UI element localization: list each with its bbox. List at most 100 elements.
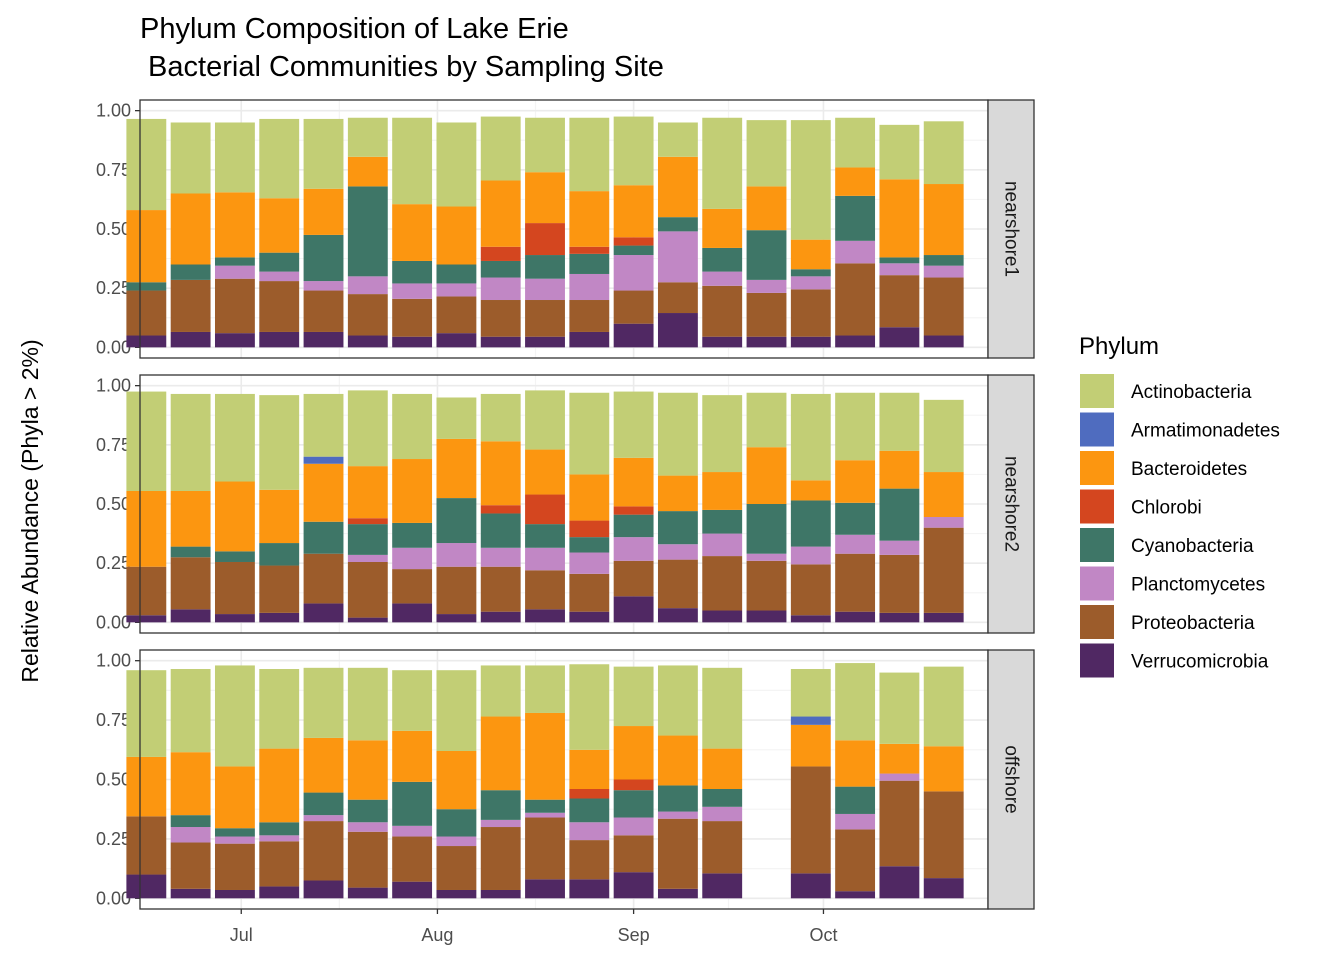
bar-segment-planctomycetes [347,276,388,295]
bar-segment-bacteroidetes [657,475,698,512]
stacked-bar [126,118,167,348]
stacked-bar [613,666,654,899]
bar-segment-chlorobi [613,506,654,515]
stacked-bar [746,120,787,348]
bar-segment-proteobacteria [259,841,300,887]
bar-segment-actinobacteria [879,124,920,180]
bar-segment-actinobacteria [879,672,920,744]
bar-segment-bacteroidetes [392,204,433,261]
bar-segment-planctomycetes [657,544,698,560]
bar-segment-verrucomicrobia [480,611,521,623]
bar-segment-bacteroidetes [126,756,167,817]
bar-segment-planctomycetes [613,255,654,291]
bar-segment-cyanobacteria [879,488,920,541]
bar-segment-cyanobacteria [657,217,698,232]
bar-segment-bacteroidetes [480,716,521,791]
bar-segment-chlorobi [613,237,654,246]
bar-segment-chlorobi [347,518,388,525]
stacked-bar [569,664,610,899]
y-tick-label: 1.00 [96,101,131,121]
bar-segment-bacteroidetes [303,188,344,235]
bar-segment-actinobacteria [746,392,787,448]
stacked-bar [835,117,876,348]
bar-segment-bacteroidetes [126,210,167,283]
bar-segment-planctomycetes [657,231,698,283]
bar-segment-actinobacteria [835,392,876,461]
stacked-bar [392,117,433,348]
bar-segment-proteobacteria [436,846,477,890]
bar-segment-proteobacteria [392,569,433,604]
y-tick-label: 0.00 [96,612,131,632]
facet-strip-label: nearshore2 [1001,456,1022,552]
bar-segment-bacteroidetes [790,480,831,501]
bar-segment-verrucomicrobia [746,336,787,348]
bar-segment-proteobacteria [657,818,698,889]
stacked-bar [835,392,876,623]
bar-segment-proteobacteria [923,277,964,336]
legend-swatch [1080,412,1114,447]
stacked-bar [923,121,964,348]
bar-segment-verrucomicrobia [259,612,300,623]
stacked-bar [657,392,698,623]
bar-segment-bacteroidetes [657,735,698,786]
legend-swatch [1080,643,1114,678]
stacked-bar [436,670,477,899]
bar-segment-proteobacteria [613,560,654,597]
legend-entry-actinobacteria: Actinobacteria [1080,374,1252,408]
stacked-bar [790,120,831,348]
bar-segment-actinobacteria [126,391,167,491]
facet-strip [987,99,1035,359]
bar-segment-proteobacteria [126,290,167,336]
bar-segment-verrucomicrobia [657,608,698,623]
bar-segment-actinobacteria [259,395,300,490]
bar-segment-cyanobacteria [746,230,787,280]
bar-segment-actinobacteria [746,120,787,187]
stacked-bar [347,390,388,623]
bar-segment-planctomycetes [480,277,521,301]
x-tick-label: Jul [230,925,253,945]
stacked-bar [480,393,521,623]
bar-segment-bacteroidetes [170,490,211,547]
y-tick-label: 0.50 [96,494,131,514]
bar-segment-bacteroidetes [923,184,964,256]
bar-segment-bacteroidetes [746,447,787,504]
bar-segment-chlorobi [525,223,565,256]
bar-segment-verrucomicrobia [126,874,167,899]
bar-segment-proteobacteria [303,821,344,881]
legend-swatch [1080,489,1114,524]
bar-segment-actinobacteria [392,670,433,731]
bar-segment-actinobacteria [170,669,211,753]
bar-segment-verrucomicrobia [436,614,477,623]
legend-label: Cyanobacteria [1131,536,1254,557]
bar-segment-actinobacteria [126,670,167,757]
bar-segment-verrucomicrobia [525,609,565,623]
bar-segment-planctomycetes [879,773,920,781]
stacked-bar [879,124,920,348]
stacked-bar [790,393,831,623]
bar-segment-proteobacteria [790,766,831,874]
bar-segment-bacteroidetes [480,441,521,506]
bar-segment-verrucomicrobia [879,612,920,623]
stacked-bar [613,116,654,348]
bar-segment-cyanobacteria [214,257,255,266]
bar-segment-cyanobacteria [923,255,964,266]
bar-segment-cyanobacteria [214,828,255,837]
bar-segment-bacteroidetes [525,172,565,224]
stacked-bar [657,665,698,899]
stacked-bar [657,122,698,348]
bar-segment-cyanobacteria [303,521,344,554]
bar-segment-cyanobacteria [569,798,610,823]
bar-segment-planctomycetes [835,534,876,554]
bar-segment-planctomycetes [436,543,477,567]
bar-segment-proteobacteria [392,836,433,882]
bar-segment-actinobacteria [126,118,167,211]
bar-segment-verrucomicrobia [259,886,300,899]
bar-segment-proteobacteria [170,279,211,332]
bar-segment-planctomycetes [392,825,433,837]
bar-segment-cyanobacteria [392,781,433,826]
bar-segment-planctomycetes [392,283,433,299]
legend-entry-armatimonadetes: Armatimonadetes [1080,412,1280,447]
bar-segment-actinobacteria [613,391,654,458]
bar-segment-proteobacteria [436,296,477,334]
stacked-bar [214,393,255,623]
